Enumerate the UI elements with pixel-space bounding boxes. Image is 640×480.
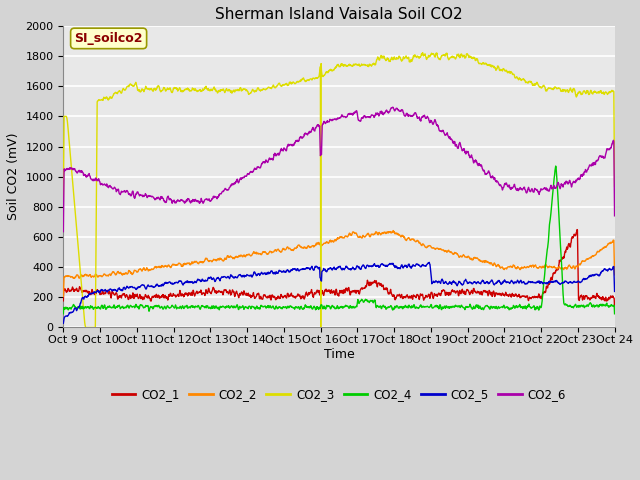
CO2_3 — [315, 74, 323, 80]
CO2_1 — [611, 304, 618, 310]
CO2_1 — [573, 227, 581, 232]
CO2_4 — [315, 307, 323, 312]
CO2_1 — [102, 288, 110, 294]
CO2_3 — [305, 78, 313, 84]
CO2_6 — [611, 213, 618, 219]
CO2_1 — [293, 293, 301, 299]
CO2_6 — [125, 191, 132, 197]
CO2_2 — [315, 240, 323, 245]
Line: CO2_4: CO2_4 — [63, 166, 614, 314]
CO2_6 — [388, 105, 396, 110]
CO2_3 — [82, 324, 90, 330]
CO2_1 — [60, 298, 67, 304]
CO2_1 — [315, 289, 323, 295]
CO2_5 — [102, 288, 110, 293]
CO2_2 — [389, 228, 397, 233]
CO2_4 — [305, 304, 312, 310]
CO2_4 — [611, 311, 618, 317]
CO2_3 — [419, 50, 426, 56]
CO2_4 — [552, 163, 559, 169]
CO2_6 — [373, 111, 381, 117]
CO2_4 — [293, 305, 301, 311]
CO2_2 — [102, 273, 110, 278]
CO2_6 — [305, 131, 312, 136]
CO2_2 — [611, 272, 618, 278]
CO2_3 — [125, 84, 132, 90]
CO2_5 — [611, 288, 618, 294]
CO2_5 — [60, 321, 67, 326]
CO2_4 — [102, 307, 110, 312]
CO2_4 — [125, 304, 132, 310]
Line: CO2_3: CO2_3 — [63, 53, 614, 327]
CO2_3 — [294, 79, 301, 85]
CO2_6 — [293, 137, 301, 143]
Line: CO2_6: CO2_6 — [63, 108, 614, 232]
CO2_6 — [60, 229, 67, 235]
CO2_5 — [293, 266, 301, 272]
CO2_5 — [426, 260, 433, 265]
CO2_4 — [60, 311, 67, 317]
CO2_1 — [305, 290, 312, 296]
CO2_2 — [293, 244, 301, 250]
Title: Sherman Island Vaisala Soil CO2: Sherman Island Vaisala Soil CO2 — [215, 7, 463, 22]
CO2_3 — [374, 56, 381, 61]
CO2_2 — [125, 269, 132, 275]
CO2_3 — [611, 183, 618, 189]
X-axis label: Time: Time — [324, 348, 355, 361]
CO2_5 — [125, 285, 132, 290]
CO2_2 — [305, 243, 312, 249]
CO2_5 — [305, 265, 312, 271]
Line: CO2_5: CO2_5 — [63, 263, 614, 324]
CO2_4 — [373, 302, 381, 308]
CO2_1 — [125, 297, 132, 302]
CO2_6 — [102, 182, 110, 188]
Line: CO2_2: CO2_2 — [63, 230, 614, 296]
Legend: CO2_1, CO2_2, CO2_3, CO2_4, CO2_5, CO2_6: CO2_1, CO2_2, CO2_3, CO2_4, CO2_5, CO2_6 — [107, 384, 571, 406]
CO2_1 — [373, 283, 381, 288]
CO2_2 — [60, 293, 67, 299]
CO2_5 — [373, 263, 381, 268]
CO2_3 — [102, 94, 110, 100]
CO2_6 — [315, 122, 323, 128]
CO2_5 — [315, 265, 323, 271]
CO2_3 — [60, 198, 67, 204]
Line: CO2_1: CO2_1 — [63, 229, 614, 307]
Y-axis label: Soil CO2 (mV): Soil CO2 (mV) — [7, 133, 20, 220]
Text: SI_soilco2: SI_soilco2 — [74, 32, 143, 45]
CO2_2 — [373, 229, 381, 235]
